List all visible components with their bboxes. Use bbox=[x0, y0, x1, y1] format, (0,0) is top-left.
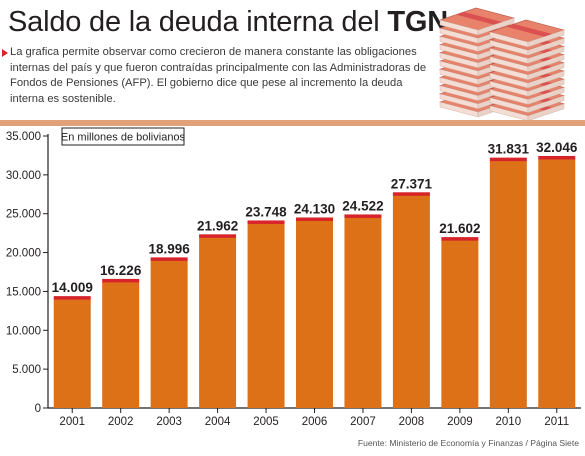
bar-cap bbox=[441, 237, 479, 241]
x-tick-label: 2001 bbox=[59, 416, 85, 428]
bar-2002 bbox=[102, 281, 140, 408]
bar-2011 bbox=[538, 158, 576, 408]
bar-2009 bbox=[441, 240, 479, 408]
bar-cap bbox=[489, 157, 527, 162]
value-label: 23.748 bbox=[245, 204, 287, 219]
value-label: 31.831 bbox=[488, 142, 530, 157]
value-label: 32.046 bbox=[536, 140, 578, 155]
bar-2004 bbox=[199, 237, 237, 408]
bar-2010 bbox=[489, 160, 527, 408]
chart-title: Saldo de la deuda interna del TGN bbox=[8, 6, 448, 39]
bar-cap bbox=[102, 278, 140, 283]
bar-2005 bbox=[247, 223, 285, 408]
bar-cap bbox=[538, 155, 576, 160]
y-tick-label: 30.000 bbox=[6, 170, 41, 182]
bar-2007 bbox=[344, 217, 382, 408]
value-label: 21.602 bbox=[439, 221, 480, 236]
bar-cap bbox=[247, 220, 285, 224]
value-label: 21.962 bbox=[197, 218, 238, 233]
source-note: Fuente: Ministerio de Economía y Finanza… bbox=[357, 438, 579, 448]
x-tick-label: 2007 bbox=[350, 416, 376, 428]
bar-cap bbox=[344, 214, 382, 218]
value-label: 16.226 bbox=[100, 263, 142, 278]
y-tick-label: 25.000 bbox=[6, 209, 41, 221]
x-tick-label: 2003 bbox=[156, 416, 182, 428]
y-tick-label: 0 bbox=[35, 403, 41, 415]
bar-2008 bbox=[392, 195, 430, 408]
banknote-bundle bbox=[488, 19, 566, 48]
y-tick-label: 35.000 bbox=[6, 131, 41, 143]
value-label: 24.522 bbox=[342, 198, 383, 213]
chart-description: La grafica permite observar como crecier… bbox=[10, 46, 427, 105]
bar-chart: 0 5.000 10.000 15.000 20.000 25.000 30.000 35.0… bbox=[6, 127, 581, 428]
banknote-bundle bbox=[438, 7, 516, 36]
value-label: 14.009 bbox=[52, 280, 93, 295]
bar-2001 bbox=[53, 299, 91, 408]
bar-2006 bbox=[296, 220, 333, 408]
title-strong: TGN bbox=[387, 6, 448, 38]
bar-cap bbox=[53, 296, 91, 300]
x-tick-label: 2005 bbox=[253, 416, 279, 428]
unit-label: En millones de bolivianos bbox=[61, 132, 186, 144]
bar-cap bbox=[150, 257, 188, 261]
value-label: 24.130 bbox=[294, 201, 335, 216]
y-tick-label: 5.000 bbox=[12, 364, 41, 376]
bar-2003 bbox=[150, 260, 188, 408]
x-tick-label: 2011 bbox=[544, 416, 569, 428]
bar-cap bbox=[392, 192, 430, 196]
value-label: 18.996 bbox=[148, 241, 190, 256]
bar-cap bbox=[296, 217, 333, 221]
y-tick-label: 20.000 bbox=[6, 248, 41, 260]
title-text: Saldo de la deuda interna del bbox=[8, 6, 388, 38]
x-tick-label: 2009 bbox=[447, 416, 473, 428]
unit-label-box: En millones de bolivianos bbox=[61, 127, 186, 146]
money-stack-icon bbox=[438, 7, 566, 120]
bar-cap bbox=[199, 234, 237, 238]
value-label: 27.371 bbox=[391, 176, 433, 191]
bullet-arrow-icon bbox=[2, 49, 8, 57]
y-tick-label: 10.000 bbox=[6, 325, 41, 337]
x-tick-label: 2004 bbox=[205, 416, 231, 428]
x-tick-label: 2010 bbox=[496, 416, 522, 428]
x-tick-label: 2006 bbox=[302, 416, 328, 428]
x-tick-label: 2008 bbox=[399, 416, 425, 428]
header-band bbox=[0, 120, 585, 126]
x-tick-label: 2002 bbox=[108, 416, 134, 428]
y-tick-label: 15.000 bbox=[6, 286, 41, 298]
